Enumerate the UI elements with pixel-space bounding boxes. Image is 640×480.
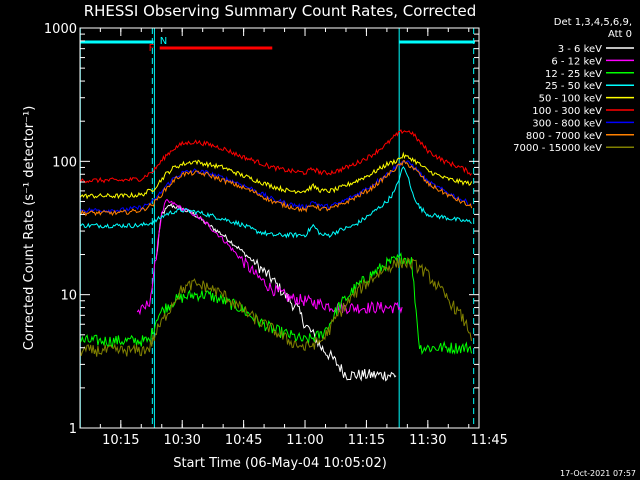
x-axis-label: Start Time (06-May-04 10:05:02): [173, 456, 387, 471]
x-tick-label: 11:30: [409, 433, 446, 448]
series-line-7: [79, 160, 473, 217]
x-tick-label: 10:45: [225, 433, 262, 448]
night-label: N: [160, 36, 167, 47]
legend-entry-label: 6 - 12 keV: [551, 56, 602, 67]
series-line-4: [79, 151, 473, 200]
legend-entry-label: 3 - 6 keV: [558, 44, 602, 55]
legend-entry-label: 7000 - 15000 keV: [513, 143, 602, 154]
series-line-5: [79, 128, 472, 184]
x-tick-label: 11:45: [470, 433, 507, 448]
y-tick-label: 1000: [44, 22, 77, 37]
x-tick-label: 10:30: [163, 433, 200, 448]
series-line-1: [136, 198, 403, 316]
axes: 10:15 10:30 10:45 11:00 11:15 11:30 11:45 1 10 10…: [44, 22, 508, 448]
y-axis-label: Corrected Count Rate (s⁻¹ detector⁻¹): [22, 106, 37, 351]
y-tick-label: 1: [69, 422, 77, 437]
y-tick-label: 10: [60, 289, 77, 304]
legend-title-line: Att 0: [608, 29, 632, 40]
x-tick-label: 11:00: [286, 433, 323, 448]
legend-entry-label: 50 - 100 keV: [539, 94, 603, 105]
legend-entry-label: 300 - 800 keV: [532, 118, 602, 129]
series-layer: [79, 128, 473, 382]
time-markers: NF: [79, 28, 475, 428]
x-tick-label: 10:15: [102, 433, 139, 448]
series-line-8: [79, 257, 472, 357]
legend-title-line: Det 1,3,4,5,6,9,: [554, 17, 632, 28]
series-line-3: [79, 166, 472, 239]
legend-entry-label: 25 - 50 keV: [545, 81, 602, 92]
legend-entry-label: 12 - 25 keV: [545, 69, 602, 80]
chart-title: RHESSI Observing Summary Count Rates, Co…: [84, 2, 477, 20]
plot-frame: [79, 27, 480, 429]
flare-label: F: [149, 43, 155, 54]
legend-entry-label: 800 - 7000 keV: [526, 131, 602, 142]
series-line-2: [79, 252, 472, 356]
x-tick-label: 11:15: [348, 433, 385, 448]
legend-entry-label: 100 - 300 keV: [532, 106, 602, 117]
footer-date: 17-Oct-2021 07:57: [560, 469, 636, 478]
y-tick-label: 100: [52, 155, 77, 170]
